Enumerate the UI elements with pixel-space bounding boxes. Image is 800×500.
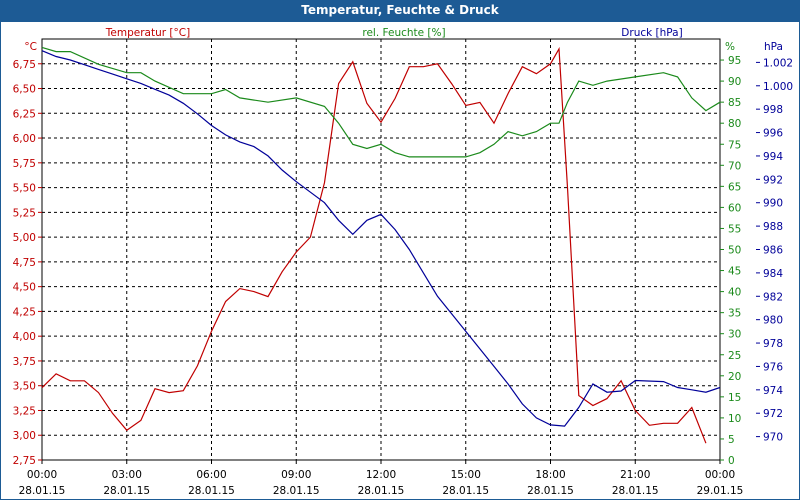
humidity-tick-label: 80	[728, 118, 741, 130]
pressure-tick-label: 990	[763, 198, 783, 210]
pressure-tick-label: 994	[763, 151, 783, 163]
temperature-tick-label: 4,25	[13, 306, 36, 318]
temperature-tick-label: 2,75	[13, 455, 36, 467]
x-tick-time: 00:00	[705, 469, 735, 481]
x-tick-date: 28.01.15	[188, 485, 235, 497]
x-tick-date: 28.01.15	[527, 485, 574, 497]
x-tick-time: 15:00	[451, 469, 481, 481]
x-tick-date: 28.01.15	[612, 485, 659, 497]
humidity-unit-label: %	[725, 41, 735, 53]
chart-frame	[0, 21, 800, 500]
pressure-axis-title: Druck [hPa]	[621, 27, 682, 39]
temperature-tick-label: 6,25	[13, 108, 36, 120]
temperature-tick-label: 5,25	[13, 207, 36, 219]
humidity-tick-label: 90	[728, 76, 741, 88]
humidity-tick-label: 35	[728, 308, 741, 320]
pressure-tick-label: 974	[763, 385, 783, 397]
x-tick-date: 28.01.15	[358, 485, 405, 497]
x-tick-time: 03:00	[112, 469, 142, 481]
temperature-tick-label: 6,75	[13, 59, 36, 71]
humidity-tick-label: 30	[728, 329, 741, 341]
temperature-unit-label: °C	[24, 41, 37, 53]
humidity-tick-label: 15	[728, 392, 741, 404]
pressure-unit-label: hPa	[764, 41, 783, 53]
pressure-tick-label: 986	[763, 245, 783, 257]
pressure-tick-label: 1.000	[763, 81, 793, 93]
humidity-series-line	[41, 46, 721, 158]
humidity-tick-label: 70	[728, 160, 741, 172]
x-tick-date: 28.01.15	[19, 485, 66, 497]
temperature-tick-label: 3,50	[13, 381, 36, 393]
temperature-series-line	[41, 46, 707, 444]
temperature-tick-label: 3,75	[13, 356, 36, 368]
temperature-tick-label: 4,00	[13, 331, 36, 343]
pressure-tick-label: 984	[763, 268, 783, 280]
x-tick-date: 29.01.15	[697, 485, 744, 497]
temperature-tick-label: 5,50	[13, 183, 36, 195]
humidity-tick-label: 65	[728, 181, 741, 193]
temperature-tick-label: 6,00	[13, 133, 36, 145]
humidity-tick-label: 20	[728, 371, 741, 383]
humidity-tick-label: 60	[728, 202, 741, 214]
humidity-tick-label: 10	[728, 413, 741, 425]
chart-title: Temperatur, Feuchte & Druck	[0, 0, 800, 21]
humidity-tick-label: 45	[728, 266, 741, 278]
pressure-tick-label: 980	[763, 315, 783, 327]
x-tick-date: 28.01.15	[273, 485, 320, 497]
pressure-tick-label: 978	[763, 338, 783, 350]
pressure-tick-label: 1.002	[763, 57, 793, 69]
x-tick-time: 18:00	[535, 469, 565, 481]
humidity-tick-label: 85	[728, 97, 741, 109]
humidity-tick-label: 40	[728, 287, 741, 299]
temperature-tick-label: 5,75	[13, 158, 36, 170]
temperature-tick-label: 3,25	[13, 405, 36, 417]
temperature-tick-label: 5,00	[13, 232, 36, 244]
x-tick-time: 09:00	[281, 469, 311, 481]
humidity-tick-label: 0	[728, 455, 735, 467]
x-tick-time: 12:00	[366, 469, 396, 481]
humidity-tick-label: 75	[728, 139, 741, 151]
temperature-tick-label: 4,50	[13, 282, 36, 294]
pressure-series-line	[41, 50, 721, 427]
humidity-tick-label: 95	[728, 55, 741, 67]
humidity-tick-label: 5	[728, 434, 735, 446]
pressure-tick-label: 992	[763, 174, 783, 186]
humidity-tick-label: 55	[728, 223, 741, 235]
humidity-axis-title: rel. Feuchte [%]	[362, 27, 445, 39]
humidity-tick-label: 25	[728, 350, 741, 362]
x-tick-time: 00:00	[27, 469, 57, 481]
pressure-tick-label: 996	[763, 128, 783, 140]
temperature-tick-label: 6,50	[13, 84, 36, 96]
pressure-tick-label: 998	[763, 104, 783, 116]
x-tick-time: 21:00	[620, 469, 650, 481]
temperature-tick-label: 3,00	[13, 430, 36, 442]
x-tick-time: 06:00	[196, 469, 226, 481]
temperature-tick-label: 4,75	[13, 257, 36, 269]
pressure-tick-label: 988	[763, 221, 783, 233]
humidity-tick-label: 50	[728, 245, 741, 257]
x-tick-date: 28.01.15	[103, 485, 150, 497]
temperature-axis-title: Temperatur [°C]	[105, 27, 190, 39]
pressure-tick-label: 970	[763, 432, 783, 444]
pressure-tick-label: 972	[763, 408, 783, 420]
pressure-tick-label: 976	[763, 361, 783, 373]
x-tick-date: 28.01.15	[442, 485, 489, 497]
pressure-tick-label: 982	[763, 291, 783, 303]
